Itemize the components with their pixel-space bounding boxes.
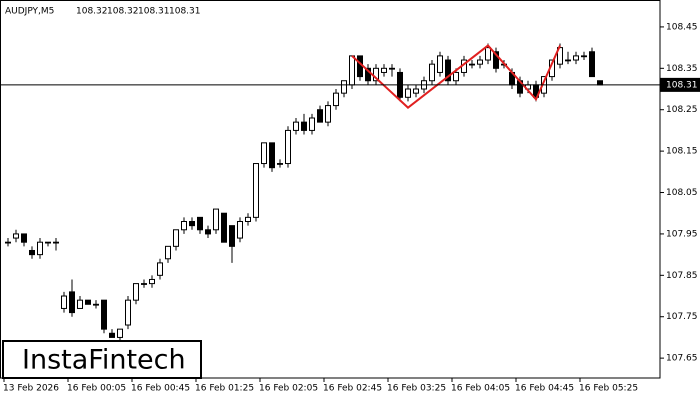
candle-body (437, 55, 443, 73)
y-tick-label: 107.75 (666, 312, 698, 322)
symbol: AUDJPY,M5 (5, 7, 54, 17)
candle-body (285, 129, 291, 165)
candle-body (13, 233, 19, 239)
y-tick-label: 108.25 (666, 105, 698, 115)
candle-body (317, 109, 323, 123)
candle-body (301, 121, 307, 131)
candle-body (445, 59, 451, 82)
y-tick-label: 107.85 (666, 271, 698, 281)
price-tag (660, 77, 700, 92)
y-tick-label: 108.05 (666, 188, 698, 198)
candle-body (53, 241, 59, 244)
header-value: 108.32 (107, 7, 139, 17)
y-tick-label: 108.35 (666, 64, 698, 74)
x-tick-label: 13 Feb 2026 (3, 384, 59, 394)
price-tag-label: 108.31 (666, 80, 698, 90)
candle-body (109, 332, 115, 338)
candle-body (173, 229, 179, 247)
y-tick-label: 108.15 (666, 147, 698, 157)
candle-body (5, 241, 11, 244)
x-tick-label: 16 Feb 02:05 (259, 384, 318, 394)
header-value: 108.31 (169, 7, 201, 17)
candle-body (157, 262, 163, 276)
candle-body (237, 221, 243, 239)
y-tick-label: 108.45 (666, 22, 698, 32)
header-value: 108.32 (76, 7, 108, 17)
logo-box (2, 340, 202, 379)
candle-body (477, 59, 483, 65)
x-tick-label: 16 Feb 02:45 (323, 384, 382, 394)
y-tick-label: 107.95 (666, 229, 698, 239)
x-tick-label: 16 Feb 03:25 (387, 384, 446, 394)
candle-body (277, 163, 283, 165)
candle-body (589, 51, 595, 78)
candle-body (293, 121, 299, 131)
candle-body (165, 245, 171, 260)
candle-body (365, 67, 371, 82)
candle-body (141, 283, 147, 285)
candle-body (197, 216, 203, 231)
logo: InstaFintech (22, 345, 186, 376)
candle-body (45, 241, 51, 244)
x-tick-label: 16 Feb 04:45 (515, 384, 574, 394)
candle-body (597, 80, 603, 86)
candle-body (493, 51, 499, 69)
candle-body (581, 55, 587, 58)
candle-body (485, 47, 491, 61)
candle-body (21, 233, 27, 243)
candle-body (453, 71, 459, 82)
candle-body (429, 63, 435, 82)
candle-body (405, 88, 411, 98)
candle-body (261, 142, 267, 165)
plot-frame (0, 0, 661, 379)
candle-body (93, 303, 99, 306)
x-tick-label: 16 Feb 00:05 (67, 384, 126, 394)
candle-body (117, 328, 123, 338)
candle-body (381, 67, 387, 73)
candle-body (469, 63, 475, 66)
x-tick-label: 16 Feb 05:25 (579, 384, 638, 394)
candle-body (29, 249, 35, 256)
candle-body (85, 299, 91, 305)
candle-body (189, 221, 195, 227)
candle-body (389, 67, 395, 70)
candle-body (149, 278, 155, 285)
candle-body (69, 291, 75, 314)
candle-body (37, 241, 43, 256)
candle-body (221, 212, 227, 243)
candle-body (413, 88, 419, 94)
candle-body (205, 229, 211, 235)
header-value: 108.31 (138, 7, 170, 17)
candle-body (565, 59, 571, 62)
candle-body (77, 299, 83, 309)
candle-body (61, 295, 67, 309)
pattern-line (351, 44, 561, 109)
candle-body (573, 55, 579, 61)
candle-body (253, 163, 259, 218)
candle-body (245, 216, 251, 223)
candle-body (349, 55, 355, 86)
x-tick-label: 16 Feb 04:05 (451, 384, 510, 394)
y-tick-label: 107.65 (666, 354, 698, 364)
candle-body (325, 105, 331, 123)
candle-body (229, 225, 235, 247)
candle-body (341, 80, 347, 94)
candle-body (269, 142, 275, 169)
candle-body (181, 221, 187, 231)
candle-body (125, 299, 131, 326)
header-ohlc: 108.32 108.32 108.31 108.31 (76, 7, 201, 17)
candle-body (309, 117, 315, 131)
x-tick-label: 16 Feb 01:25 (195, 384, 254, 394)
x-tick-label: 16 Feb 00:45 (131, 384, 190, 394)
candle-body (133, 283, 139, 301)
candle-body (333, 92, 339, 107)
candle-body (101, 299, 107, 330)
candle-body (213, 208, 219, 231)
